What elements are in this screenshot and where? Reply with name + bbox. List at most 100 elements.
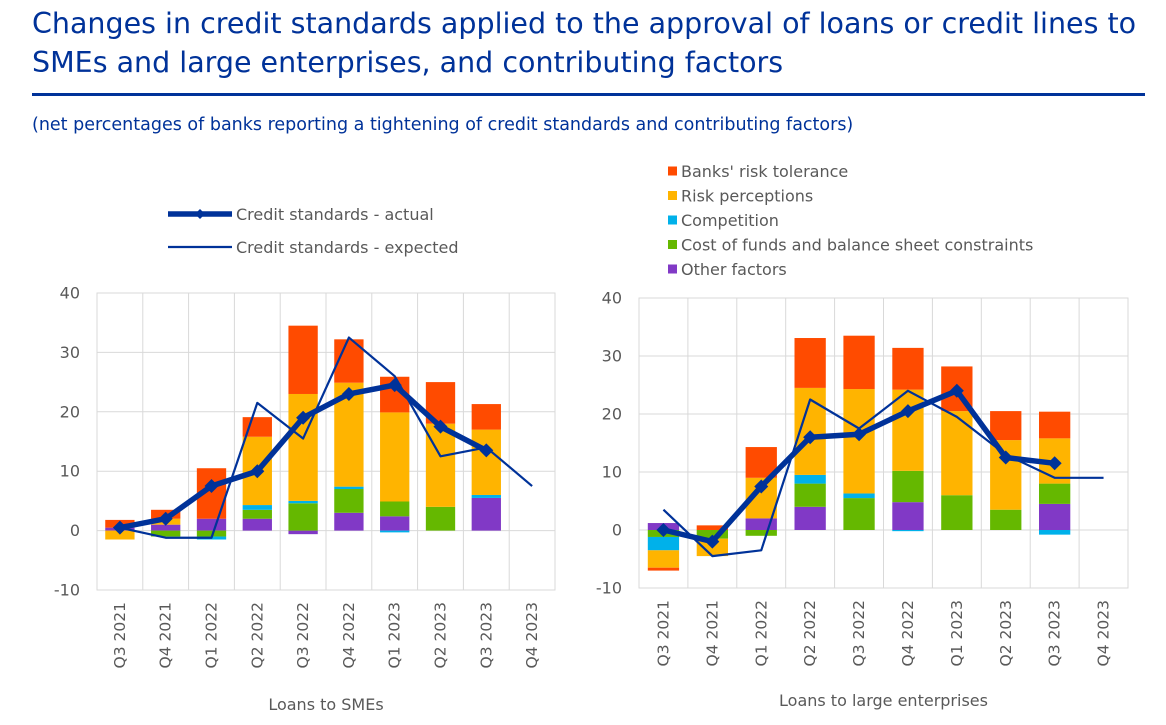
bar-cost-of-funds-and-balance-sheet-constraints	[843, 498, 875, 530]
y-tick-label: 10	[60, 462, 80, 481]
x-tick-label: Q1 2022	[203, 602, 221, 668]
x-axis-label: Loans to large enterprises	[779, 691, 988, 710]
legend-label-other-factors: Other factors	[681, 260, 787, 279]
chart-loans-to-large-enterprises: -10 0 10 20 30 40 Q3 2021 Q4 2021 Q1 2022 Q2 2022…	[596, 289, 1129, 710]
bar-cost-of-funds-and-balance-sheet-constraints	[941, 495, 973, 530]
bar-risk-perceptions	[941, 411, 973, 496]
bar-cost-of-funds-and-balance-sheet-constraints	[380, 501, 410, 517]
bar-banks-risk-tolerance	[696, 525, 728, 530]
actual-marker	[949, 383, 964, 398]
x-tick-label: Q4 2022	[340, 602, 358, 668]
actual-marker	[1047, 456, 1062, 471]
y-tick-label: 0	[612, 521, 622, 540]
y-tick-label: 30	[60, 343, 80, 362]
x-axis-label: Loans to SMEs	[268, 695, 383, 714]
bar-cost-of-funds-and-balance-sheet-constraints	[892, 470, 924, 503]
legend-expected-label: Credit standards - expected	[236, 238, 459, 257]
bar-other-factors	[334, 512, 364, 531]
y-tick-label: -10	[54, 581, 80, 600]
actual-marker	[754, 479, 769, 494]
y-tick-label: 40	[60, 284, 80, 303]
legend-label-cost-of-funds-and-balance-sheet-constraints: Cost of funds and balance sheet constrai…	[681, 236, 1033, 255]
x-tick-label: Q3 2021	[654, 600, 672, 666]
y-tick-label: 20	[602, 405, 622, 424]
bar-cost-of-funds-and-balance-sheet-constraints	[696, 530, 728, 539]
x-tick-label: Q2 2022	[801, 600, 819, 666]
bar-banks-risk-tolerance	[288, 325, 318, 394]
bar-cost-of-funds-and-balance-sheet-constraints	[745, 530, 777, 536]
bar-banks-risk-tolerance	[990, 411, 1022, 441]
y-tick-label: 10	[602, 463, 622, 482]
actual-marker	[433, 419, 448, 434]
bar-banks-risk-tolerance	[794, 338, 826, 388]
bar-risk-perceptions	[105, 530, 135, 540]
actual-marker	[803, 430, 818, 445]
legend-swatch-risk-perceptions	[668, 191, 677, 200]
y-tick-label: -10	[596, 579, 622, 598]
bar-banks-risk-tolerance	[892, 347, 924, 390]
x-tick-label: Q4 2021	[703, 600, 721, 666]
legend-label-banks-risk-tolerance: Banks' risk tolerance	[681, 162, 848, 181]
bar-competition	[288, 500, 318, 504]
page-subtitle: (net percentages of banks reporting a ti…	[32, 115, 854, 135]
bar-risk-perceptions	[647, 550, 680, 568]
bar-other-factors	[242, 518, 272, 531]
bar-competition	[843, 493, 875, 499]
bar-competition	[794, 474, 826, 484]
legend-label-competition: Competition	[681, 211, 779, 230]
bar-cost-of-funds-and-balance-sheet-constraints	[196, 530, 227, 537]
x-tick-label: Q3 2023	[1046, 600, 1064, 666]
bar-cost-of-funds-and-balance-sheet-constraints	[1039, 483, 1071, 504]
bar-legend: Banks' risk tolerance Risk perceptions Com…	[668, 162, 1033, 279]
bar-other-factors	[151, 524, 181, 531]
page-title: Changes in credit standards applied to t…	[32, 7, 1137, 79]
y-tick-label: 0	[70, 521, 80, 540]
x-tick-label: Q4 2023	[1095, 600, 1113, 666]
bar-competition	[1039, 530, 1071, 535]
bar-cost-of-funds-and-balance-sheet-constraints	[425, 506, 456, 531]
x-tick-label: Q3 2022	[294, 602, 312, 668]
bar-risk-perceptions	[425, 423, 456, 507]
actual-marker	[204, 479, 219, 494]
actual-marker	[158, 511, 173, 526]
actual-marker	[479, 443, 494, 458]
bar-cost-of-funds-and-balance-sheet-constraints	[242, 509, 272, 519]
bar-other-factors	[892, 502, 924, 530]
actual-marker	[296, 410, 311, 425]
x-tick-label: Q3 2022	[850, 600, 868, 666]
x-tick-label: Q3 2021	[111, 602, 129, 668]
y-tick-label: 40	[602, 289, 622, 308]
bar-risk-perceptions	[892, 389, 924, 471]
actual-marker	[852, 427, 867, 442]
bar-cost-of-funds-and-balance-sheet-constraints	[990, 509, 1022, 530]
bar-competition	[471, 494, 501, 498]
y-tick-label: 20	[60, 402, 80, 421]
bar-other-factors	[196, 518, 227, 531]
bar-cost-of-funds-and-balance-sheet-constraints	[288, 503, 318, 531]
line-legend: Credit standards - actual Credit standar…	[168, 205, 459, 257]
x-tick-label: Q2 2022	[248, 602, 266, 668]
x-tick-label: Q4 2022	[899, 600, 917, 666]
bar-competition	[892, 530, 924, 532]
y-tick-label: 30	[602, 347, 622, 366]
bar-banks-risk-tolerance	[1039, 411, 1071, 439]
bar-cost-of-funds-and-balance-sheet-constraints	[334, 489, 364, 513]
line-credit-standards-expected	[662, 389, 1104, 558]
chart-loans-to-smes: -10 0 10 20 30 40 Q3 2021 Q4 2021 Q1 2022 Q2 2022…	[54, 284, 556, 714]
bar-other-factors	[794, 506, 826, 530]
actual-marker	[998, 450, 1013, 465]
bar-cost-of-funds-and-balance-sheet-constraints	[794, 483, 826, 507]
legend-swatch-banks-risk-tolerance	[668, 166, 677, 176]
x-tick-label: Q1 2022	[752, 600, 770, 666]
legend-actual-marker	[195, 209, 205, 219]
bar-competition	[242, 505, 272, 510]
bar-competition	[334, 486, 364, 490]
x-tick-label: Q1 2023	[386, 602, 404, 668]
x-tick-label: Q2 2023	[432, 602, 450, 668]
bar-cost-of-funds-and-balance-sheet-constraints	[151, 530, 181, 537]
x-tick-label: Q1 2023	[948, 600, 966, 666]
actual-marker	[900, 404, 915, 419]
bar-competition	[647, 536, 680, 551]
bar-banks-risk-tolerance	[843, 335, 875, 390]
